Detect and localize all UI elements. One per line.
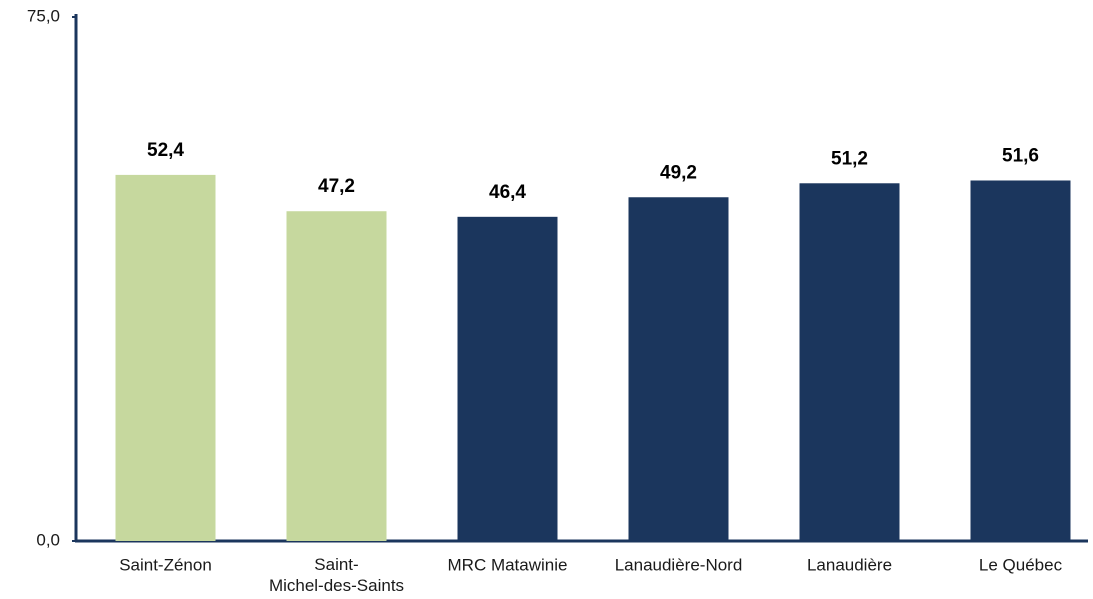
- bar: [457, 216, 558, 541]
- value-label: 47,2: [318, 176, 355, 197]
- x-tick-label: MRC Matawinie: [448, 555, 568, 574]
- bar: [628, 197, 729, 542]
- bar: [286, 211, 387, 541]
- y-tick-label: 0,0: [36, 530, 60, 549]
- bar: [970, 180, 1071, 541]
- x-tick-label: Lanaudière: [807, 555, 892, 574]
- value-label: 49,2: [660, 162, 697, 183]
- y-tick-label: 75,0: [27, 6, 60, 25]
- x-tick-label: Saint-Zénon: [119, 555, 212, 574]
- value-label: 52,4: [147, 140, 184, 161]
- value-label: 51,6: [1002, 146, 1039, 167]
- x-tick-label: Saint-Michel-des-Saints: [269, 555, 404, 595]
- value-label: 51,2: [831, 148, 868, 169]
- value-label: 46,4: [489, 182, 526, 203]
- bar: [115, 174, 216, 541]
- x-tick-label: Lanaudière-Nord: [615, 555, 743, 574]
- x-tick-label: Le Québec: [979, 555, 1063, 574]
- bar: [799, 183, 900, 542]
